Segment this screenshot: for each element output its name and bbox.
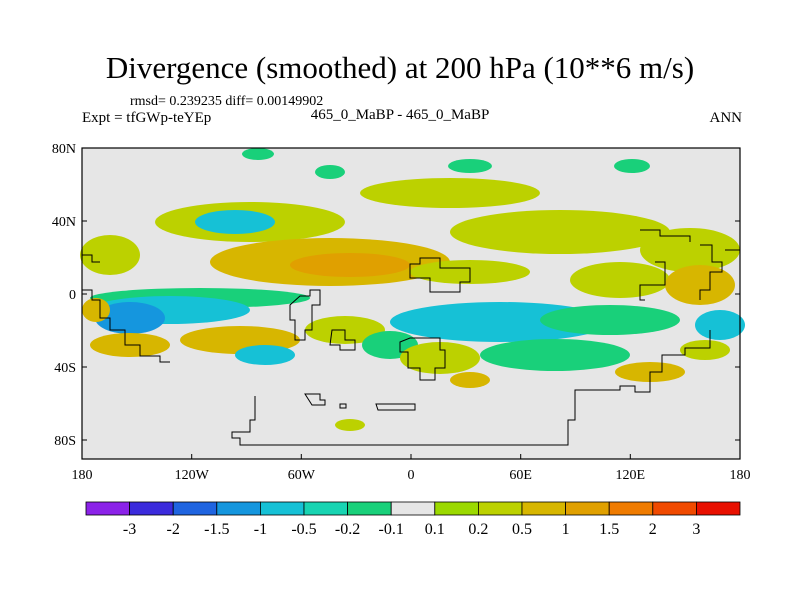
- colorbar-label: -2: [167, 521, 180, 538]
- colorbar-label: 2: [649, 521, 657, 538]
- coastline: [329, 329, 356, 351]
- colorbar-swatch: [652, 501, 697, 516]
- colorbar-label: -3: [123, 521, 136, 538]
- field-patch: [570, 262, 670, 298]
- field-patch: [195, 210, 275, 234]
- field-patch: [82, 298, 110, 322]
- field-patch: [450, 210, 670, 254]
- latitude-labels: 80N 40N 0 40S 80S: [52, 142, 76, 449]
- colorbar-swatch: [521, 501, 566, 516]
- field-patch: [400, 342, 480, 374]
- field-patch: [665, 265, 735, 305]
- coastline: [339, 403, 347, 409]
- tick-marks: [81, 147, 741, 459]
- lon-label-120e: 120E: [616, 468, 646, 483]
- field-patch: [242, 148, 274, 160]
- field-patch: [695, 310, 745, 340]
- colorbar-swatch: [172, 501, 218, 516]
- coastline: [639, 261, 666, 301]
- colorbar-swatch: [216, 501, 261, 516]
- colorbar-swatch: [565, 501, 610, 516]
- lat-label-0: 0: [69, 288, 76, 303]
- colorbar-swatch: [390, 501, 436, 516]
- colorbar: -3 -2 -1.5 -1 -0.5 -0.2 -0.1 0.1 0.2 0.5 1 1.5 2 3: [85, 501, 741, 538]
- lat-label-40n: 40N: [52, 215, 76, 230]
- lat-label-40s: 40S: [54, 361, 76, 376]
- plot-title: Divergence (smoothed) at 200 hPa (10**6 …: [105, 50, 695, 85]
- field-patch: [235, 345, 295, 365]
- colorbar-label: 0.5: [512, 521, 532, 538]
- coastline: [699, 244, 723, 300]
- colorbar-swatch: [434, 501, 479, 516]
- colorbar-swatch: [608, 501, 654, 516]
- field-patch: [448, 159, 492, 173]
- field-patch: [450, 372, 490, 388]
- coastline: [399, 337, 446, 381]
- colorbar-label: 1: [562, 521, 570, 538]
- lat-label-80n: 80N: [52, 142, 76, 157]
- field-patch: [80, 235, 140, 275]
- coastline: [289, 289, 321, 341]
- lon-label-120w: 120W: [175, 468, 210, 483]
- colorbar-label: -1.5: [204, 521, 229, 538]
- colorbar-label: 0.1: [425, 521, 445, 538]
- colorbar-swatch: [85, 501, 130, 516]
- divergence-field: [80, 148, 745, 431]
- coastline: [82, 289, 170, 363]
- colorbar-swatch: [303, 501, 348, 516]
- experiment-label: Expt = tfGWp-teYEp: [82, 110, 212, 126]
- colorbar-label: -0.2: [335, 521, 360, 538]
- coastline: [375, 403, 416, 411]
- colorbar-swatch: [477, 501, 523, 516]
- colorbar-label: 0.2: [468, 521, 488, 538]
- field-patch: [335, 419, 365, 431]
- case-names: 465_0_MaBP - 465_0_MaBP: [310, 107, 490, 123]
- colorbar-label: -0.5: [291, 521, 316, 538]
- lon-label-0: 0: [408, 468, 415, 483]
- field-patch: [540, 305, 680, 335]
- field-patch: [290, 253, 410, 277]
- coastline: [304, 393, 326, 406]
- field-patch: [95, 302, 165, 334]
- longitude-labels: 180 120W 60W 0 60E 120E 180: [72, 468, 751, 483]
- field-patch: [480, 339, 630, 371]
- field-patch: [315, 165, 345, 179]
- colorbar-label: 1.5: [599, 521, 619, 538]
- colorbar-swatch: [347, 501, 392, 516]
- field-patch: [640, 228, 740, 272]
- field-patch: [360, 178, 540, 208]
- colorbar-swatch: [696, 501, 741, 516]
- rmsd-diff-stats: rmsd= 0.239235 diff= 0.00149902: [130, 94, 324, 109]
- antarctica-coastline: [231, 330, 711, 446]
- colorbar-label: 3: [692, 521, 700, 538]
- lon-label-60e: 60E: [509, 468, 532, 483]
- lon-label-180w: 180: [72, 468, 93, 483]
- coastline: [409, 257, 471, 293]
- colorbar-swatch: [129, 501, 174, 516]
- field-patch: [614, 159, 650, 173]
- field-patch: [680, 340, 730, 360]
- colorbar-label: -1: [254, 521, 267, 538]
- lon-label-180e: 180: [730, 468, 751, 483]
- colorbar-swatch: [259, 501, 305, 516]
- coastline: [640, 229, 691, 242]
- coastline: [82, 254, 100, 263]
- lon-label-60w: 60W: [288, 468, 316, 483]
- coastlines: [82, 229, 740, 446]
- season-label: ANN: [709, 110, 743, 126]
- lat-label-80s: 80S: [54, 434, 76, 449]
- colorbar-label: -0.1: [379, 521, 404, 538]
